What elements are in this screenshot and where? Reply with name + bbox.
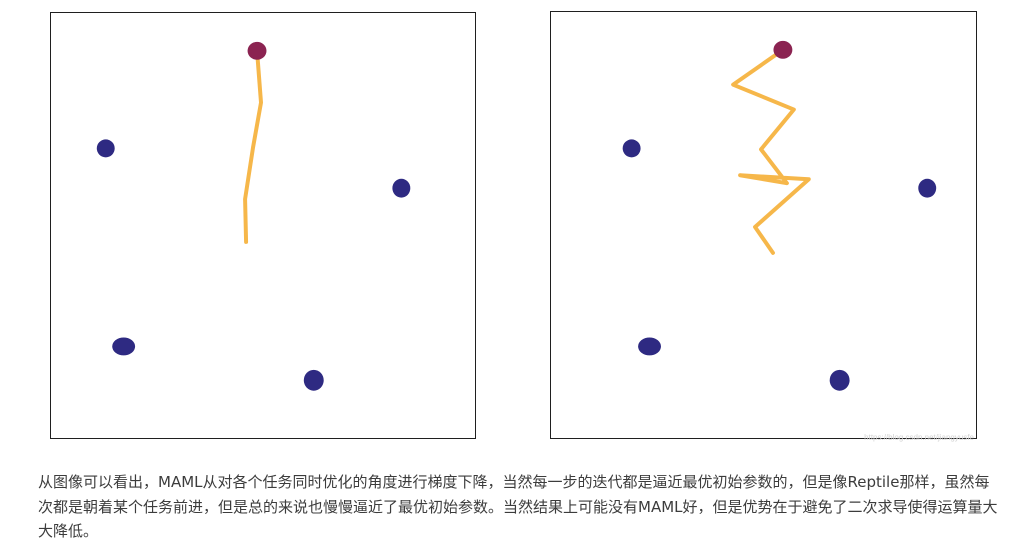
task-optimum-point [829,369,850,391]
task-optimum-point [638,337,661,356]
reptile-optimization-plot [622,40,937,391]
reptile-optimization-path [731,47,811,255]
initial-parameter-point [773,40,793,59]
maml-optimization-path [243,48,264,244]
task-optimum-point [918,178,937,198]
task-optimum-point [303,369,324,391]
initial-parameter-point [247,41,267,60]
maml-figure-panel [50,12,476,439]
reptile-figure-panel: https://blog.csdn.net/jiangyusfe [550,11,977,442]
image-watermark: https://blog.csdn.net/jiangyusfe [864,433,974,442]
maml-optimization-plot [96,41,411,391]
task-optimum-point [392,178,411,198]
task-optimum-point [112,337,136,356]
figure-caption: 从图像可以看出，MAML从对各个任务同时优化的角度进行梯度下降，当然每一步的迭代… [38,473,998,540]
task-optimum-point [96,139,115,158]
task-optimum-point [622,139,641,158]
